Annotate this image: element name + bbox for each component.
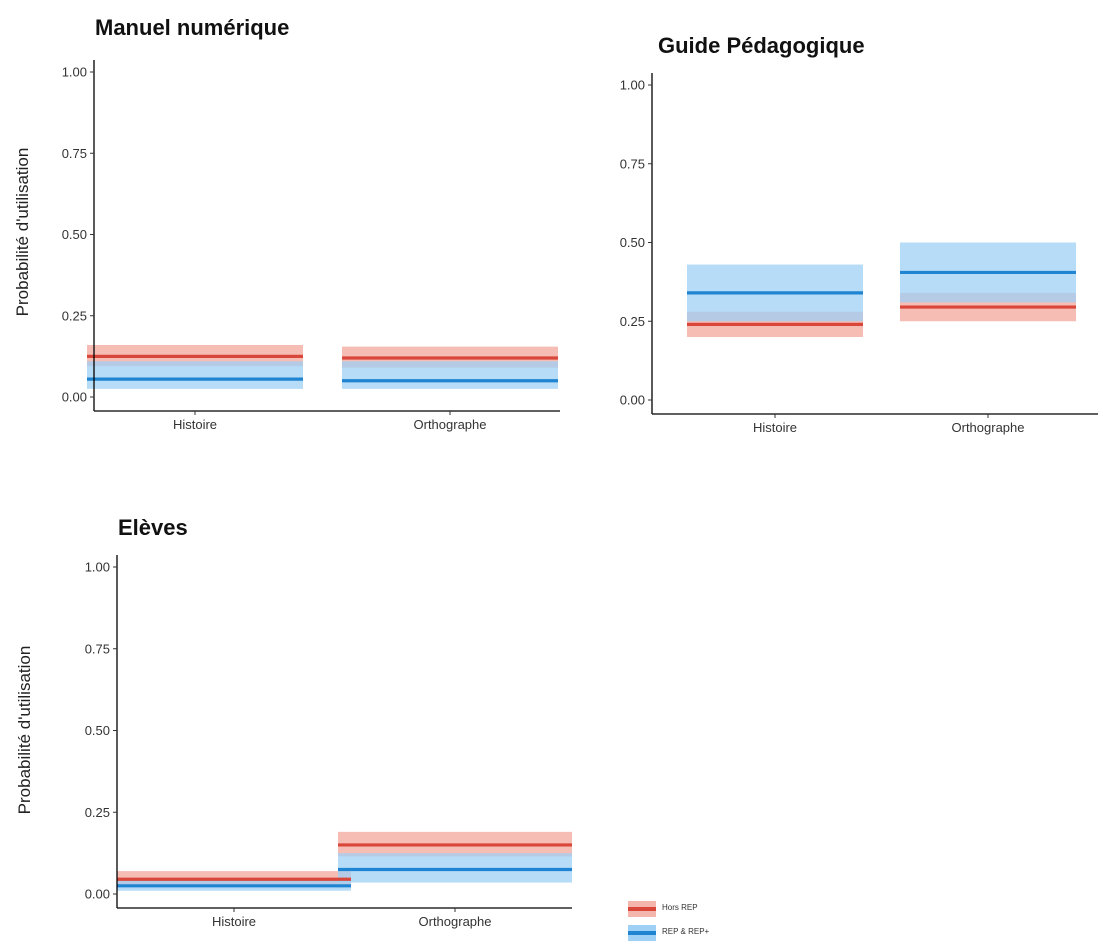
y-tick-label: 0.75 [620,156,645,171]
x-tick-label: Histoire [173,417,217,432]
x-tick-label: Orthographe [419,914,492,929]
y-tick-label: 0.50 [85,723,110,738]
y-tick-label: 1.00 [62,65,87,80]
y-tick-label: 0.25 [62,308,87,323]
x-tick-label: Histoire [753,420,797,435]
chart-title: Guide Pédagogique [658,33,865,58]
y-tick-label: 0.50 [62,227,87,242]
y-tick-label: 1.00 [85,560,110,575]
chart-title: Elèves [118,515,188,540]
y-tick-label: 0.00 [620,393,645,408]
legend-label: REP & REP+ [662,927,710,936]
chart-manuel-numerique: 0.00 0.25 0.50 0.75 1.00 Histoire Orthographe P… [13,60,560,432]
y-tick-label: 0.00 [85,887,110,902]
chart-eleves: 0.00 0.25 0.50 0.75 1.00 Histoire Orthographe P… [15,555,572,929]
x-tick-label: Orthographe [414,417,487,432]
y-tick-label: 0.25 [85,805,110,820]
y-tick-label: 0.75 [62,146,87,161]
ci-band-rep-orthographe [338,853,572,883]
y-tick-label: 0.00 [62,390,87,405]
legend-swatch-rep [628,925,656,941]
legend-item-rep: REP & REP+ [628,925,828,943]
ci-band-rep-orthographe [342,361,558,389]
ci-band-rep-histoire [87,361,303,389]
legend-label: Hors REP [662,903,698,912]
chart-title: Manuel numérique [95,15,290,40]
y-tick-label: 0.50 [620,235,645,250]
y-tick-label: 1.00 [620,78,645,93]
chart-guide-pedagogique: 0.00 0.25 0.50 0.75 1.00 Histoire Orthographe [620,73,1098,435]
y-tick-label: 0.25 [620,314,645,329]
y-axis-title: Probabilité d'utilisation [13,148,32,317]
x-tick-label: Orthographe [952,420,1025,435]
y-tick-label: 0.75 [85,641,110,656]
legend-item-hors-rep: Hors REP [628,901,828,919]
y-axis-title: Probabilité d'utilisation [15,646,34,815]
x-tick-label: Histoire [212,914,256,929]
legend-swatch-hors-rep [628,901,656,917]
